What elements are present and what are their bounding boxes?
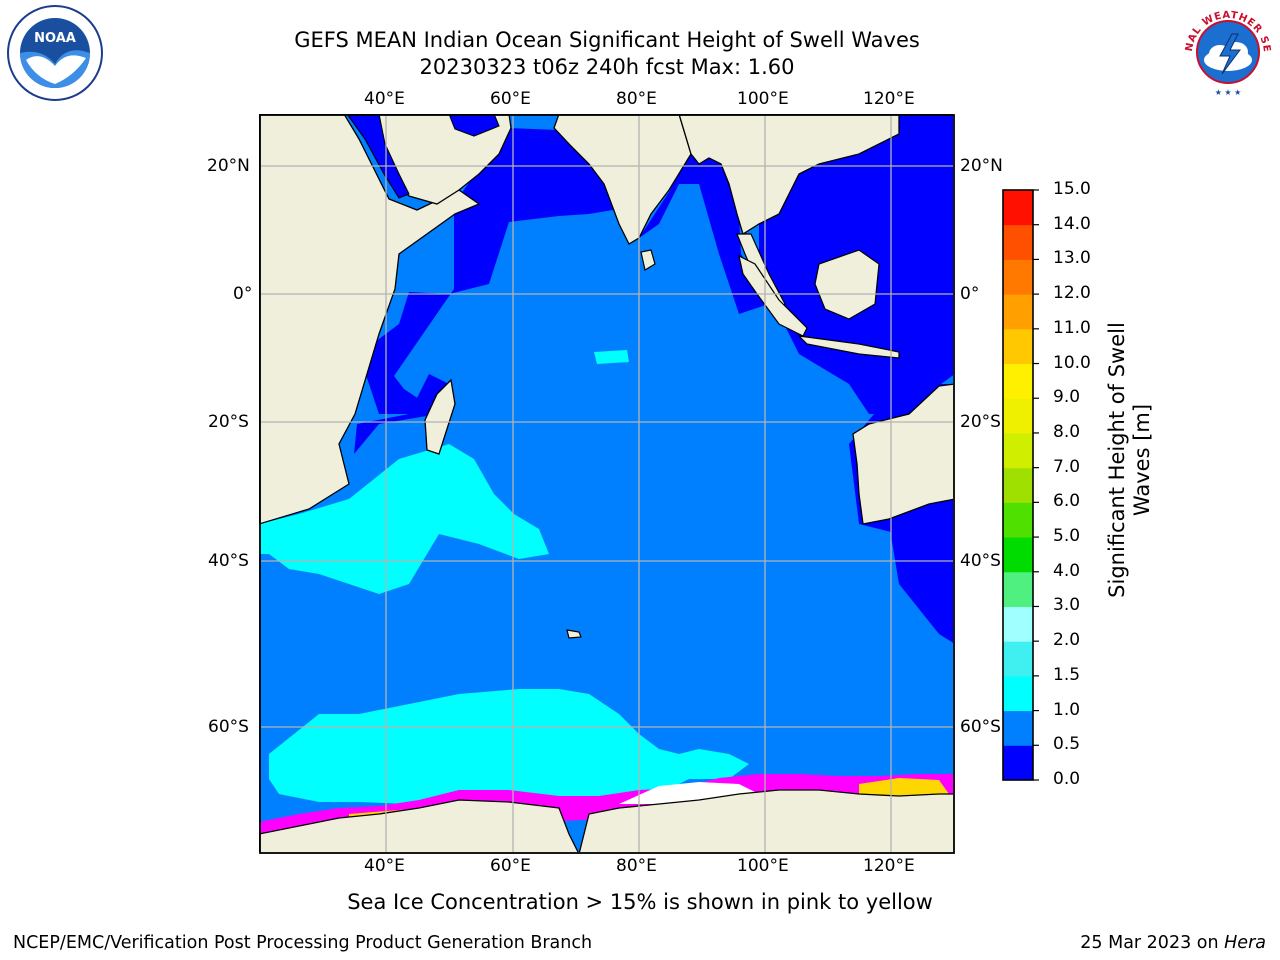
lon-label-top-120e: 120°E [863,89,915,109]
southwest-high-swell [259,444,549,594]
lat-label-left-20n: 20°N [207,156,250,176]
red-sea-gulf [346,114,410,199]
map-frame [259,114,955,854]
sea-ice-note: Sea Ice Concentration > 15% is shown in … [347,890,933,914]
borneo-land [814,249,880,320]
colorbar-tick-label: 6.0 [1053,491,1081,512]
lon-label-bottom-80e: 80°E [616,856,657,876]
lon-label-bottom-100e: 100°E [737,856,789,876]
colorbar-tick-label: 11.0 [1053,317,1091,338]
colorbar-tick-label: 9.0 [1053,387,1081,408]
australia-south-low-swell [889,494,953,643]
madagascar-land [424,378,456,455]
colorbar-frame [1002,189,1034,781]
colorbar-segment [1003,710,1033,746]
colorbar-segment [1003,398,1033,434]
footer-date: 25 Mar 2023 on [1080,933,1225,953]
footer-host: Hera [1224,933,1266,953]
nws-logo: NATIONAL WEATHER SERVICE ★ ★ ★ [1180,4,1274,98]
colorbar-segment [1003,363,1033,399]
lon-label-bottom-40e: 40°E [364,856,405,876]
lon-label-top-40e: 40°E [364,89,405,109]
patch-high-swell [594,350,629,364]
lat-label-right-20n: 20°N [960,156,1003,176]
noaa-logo: NOAA [7,5,103,101]
footer-right: 25 Mar 2023 on Hera [1080,933,1266,953]
lat-label-left-40s: 40°S [208,551,249,571]
colorbar-tick-label: 7.0 [1053,456,1081,477]
colorbar-tick-label: 13.0 [1053,248,1091,269]
antarctica-land [259,789,953,852]
se-asia-land [678,114,900,236]
colorbar-tick-label: 12.0 [1053,283,1091,304]
lat-label-right-0: 0° [960,284,980,304]
colorbar-tick-label: 15.0 [1053,179,1091,199]
footer-left: NCEP/EMC/Verification Post Processing Pr… [13,933,593,953]
lon-label-top-100e: 100°E [737,89,789,109]
madagascar-channel-low-swell [354,374,449,454]
colorbar-tick-label: 3.0 [1053,595,1081,616]
colorbar-segment [1003,571,1033,607]
colorbar-segment [1003,467,1033,503]
colorbar-tick-label: 5.0 [1053,526,1081,547]
colorbar-tick-label: 8.0 [1053,421,1081,442]
colorbar-segment [1003,294,1033,330]
colorbar-segment [1003,502,1033,538]
lon-label-top-80e: 80°E [616,89,657,109]
lon-label-top-60e: 60°E [490,89,531,109]
lat-label-right-40s: 40°S [960,551,1001,571]
colorbar-tick-label: 4.0 [1053,560,1081,581]
map-title-line1: GEFS MEAN Indian Ocean Significant Heigh… [294,28,920,52]
java-land [797,335,900,359]
sri-lanka-land [640,249,656,271]
colorbar-tick-label: 10.0 [1053,352,1091,373]
lon-label-bottom-120e: 120°E [863,856,915,876]
colorbar-tick-label: 0.0 [1053,769,1081,789]
colorbar-tick-label: 1.5 [1053,664,1081,685]
colorbar-segment [1003,675,1033,712]
lat-label-right-60s: 60°S [960,717,1001,737]
colorbar-segment [1003,641,1033,677]
colorbar-tick-label: 2.0 [1053,630,1081,651]
southern-ocean-high-swell [269,689,749,804]
lat-label-left-0: 0° [233,284,253,304]
noaa-logo-text: NOAA [34,31,76,46]
lon-label-bottom-60e: 60°E [490,856,531,876]
arabian-sea-low-swell [359,128,619,414]
persian-gulf [448,114,500,137]
colorbar [1002,189,1039,781]
lat-label-left-60s: 60°S [208,717,249,737]
colorbar-label: Significant Height of Swell Waves [m] [1105,322,1154,598]
colorbar-tick-label: 0.5 [1053,734,1081,755]
map-title-line2: 20230323 t06z 240h fcst Max: 1.60 [419,55,795,79]
lat-label-right-20s: 20°S [960,412,1001,432]
lat-label-left-20s: 20°S [208,412,249,432]
colorbar-segment [1003,328,1033,365]
svg-text:★ ★ ★: ★ ★ ★ [1215,88,1242,97]
kerguelen-island [566,629,582,639]
colorbar-segment [1003,259,1033,295]
colorbar-segment [1003,224,1033,260]
bay-of-bengal-low-swell [639,149,769,314]
australia-land [852,383,953,525]
colorbar-tick-label: 14.0 [1053,213,1091,234]
colorbar-segment [1003,190,1033,226]
colorbar-segment [1003,537,1033,573]
colorbar-tick-label: 1.0 [1053,699,1081,720]
colorbar-segment [1003,745,1033,781]
colorbar-segment [1003,432,1033,469]
graticule [259,114,953,852]
colorbar-segment [1003,606,1033,642]
swell-height-map [259,114,955,854]
